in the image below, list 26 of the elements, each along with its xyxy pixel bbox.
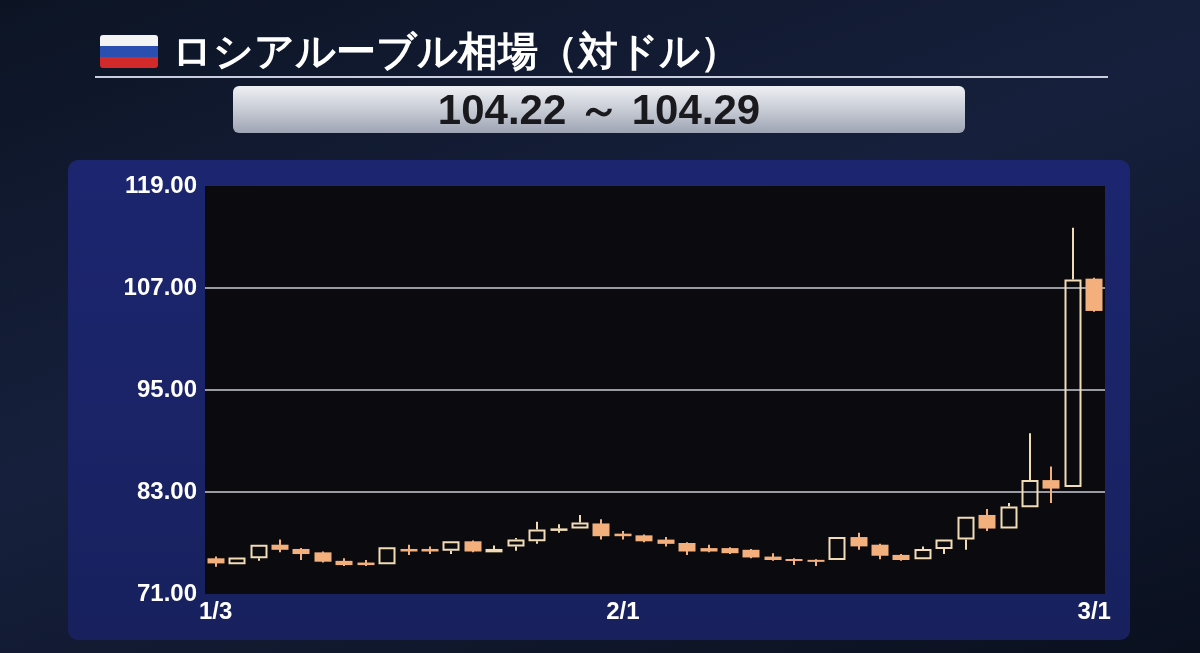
candlestick (1021, 432, 1039, 508)
x-tick-label: 3/1 (1077, 597, 1111, 625)
y-tick-label: 107.00 (123, 272, 197, 300)
candlestick (550, 523, 568, 534)
candlestick (571, 513, 589, 529)
candlestick (378, 547, 396, 565)
x-tick-label: 1/3 (199, 597, 233, 625)
y-tick-label: 71.00 (136, 578, 197, 606)
y-tick-label: 119.00 (124, 170, 197, 198)
candlestick (935, 539, 953, 556)
candlestick (1042, 465, 1060, 505)
candlestick (528, 520, 546, 545)
candlestick (957, 516, 975, 551)
candlestick (914, 545, 932, 560)
chart-subtitle: 104.22 ～ 104.29 (437, 85, 761, 133)
candlestick (1064, 226, 1082, 487)
candlestick (507, 536, 525, 552)
candlestick (828, 537, 846, 560)
candlestick (228, 557, 246, 565)
x-tick-label: 2/1 (606, 597, 640, 625)
candlestick (978, 508, 996, 533)
y-tick-label: 95.00 (136, 374, 197, 402)
y-tick-label: 83.00 (136, 476, 197, 504)
chart-title: ロシアルーブル相場（対ドル） (172, 28, 740, 75)
candlestick (250, 544, 268, 562)
candlestick (592, 518, 610, 541)
